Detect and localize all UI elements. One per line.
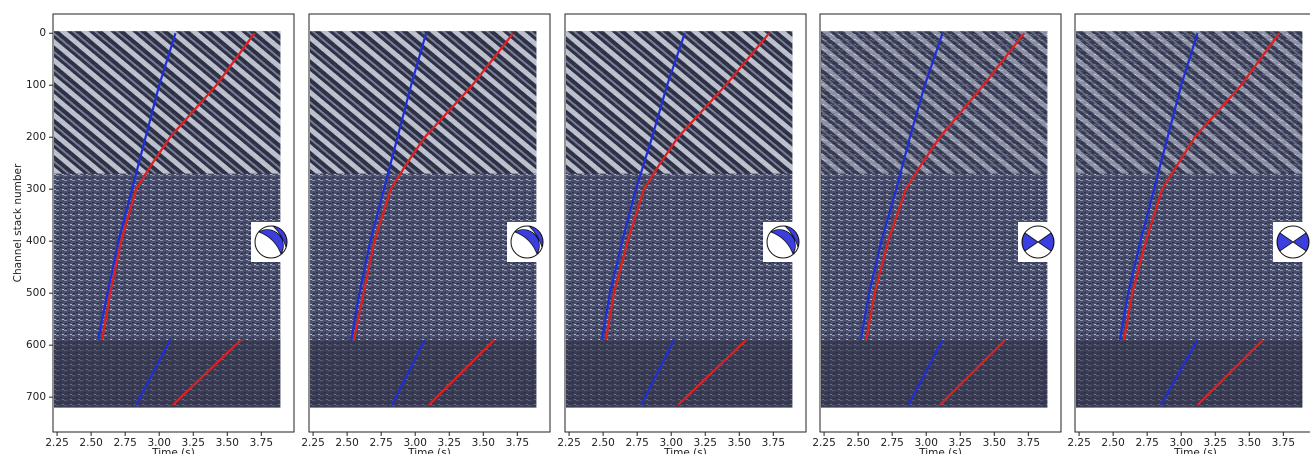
y-tick-label: 0 (39, 27, 46, 39)
x-tick-label: 3.00 (404, 437, 427, 449)
image-low (54, 339, 281, 408)
x-tick-label: 2.25 (812, 437, 835, 449)
image-top (1076, 31, 1303, 174)
y-axis-label: Channel stack number (12, 163, 24, 282)
x-tick-label: 2.25 (301, 437, 324, 449)
x-tick-label: 2.50 (79, 437, 102, 449)
x-tick-label: 2.75 (1135, 437, 1158, 449)
beachball-quadrant (1021, 232, 1055, 252)
x-tick-label: 3.00 (660, 437, 683, 449)
x-tick-label: 3.75 (506, 437, 529, 449)
arrival-curve (865, 32, 1026, 406)
arrival-curve (100, 32, 256, 406)
x-tick-label: 2.50 (335, 437, 358, 449)
y-tick-label: 200 (26, 131, 46, 143)
frame (52, 13, 295, 433)
frame (1074, 13, 1310, 433)
y-tick-label: 700 (26, 391, 46, 403)
x-tick-label: 2.50 (1101, 437, 1124, 449)
x-tick-label: 3.25 (949, 437, 972, 449)
x-tick-label: 3.50 (728, 437, 751, 449)
x-axis-label: Time (s) (407, 447, 451, 454)
x-tick-label: 2.25 (1067, 437, 1090, 449)
x-axis-label: Time (s) (1173, 447, 1217, 454)
image-low (1076, 339, 1303, 408)
arrival-curve (859, 32, 944, 406)
frame (564, 13, 807, 433)
beachball-quadrant (770, 225, 800, 255)
x-tick-label: 3.50 (216, 437, 239, 449)
y-tick-label: 100 (26, 79, 46, 91)
x-tick-label: 3.75 (1017, 437, 1040, 449)
image-low (566, 339, 793, 408)
beachball-quadrant (1276, 232, 1310, 252)
x-tick-label: 3.00 (148, 437, 171, 449)
arrival-curve (96, 32, 177, 406)
x-tick-label: 3.75 (1272, 437, 1295, 449)
panel: 2.25 2.50 2.75 3.00 3.25 3.50 3.75 Time (s) (1067, 13, 1310, 454)
x-tick-label: 3.00 (1170, 437, 1193, 449)
x-tick-label: 3.25 (182, 437, 205, 449)
x-tick-label: 3.75 (250, 437, 273, 449)
x-tick-label: 3.25 (1204, 437, 1227, 449)
x-tick-label: 2.25 (557, 437, 580, 449)
x-tick-label: 2.50 (846, 437, 869, 449)
x-tick-label: 3.00 (915, 437, 938, 449)
image-low (310, 339, 537, 408)
x-tick-label: 3.75 (762, 437, 785, 449)
x-axis-label: Time (s) (663, 447, 707, 454)
image-low (821, 339, 1048, 408)
image-top (566, 31, 793, 174)
panel: 2.25 2.50 2.75 3.00 3.25 3.50 3.75 Time (s) 0 100… (12, 13, 295, 454)
x-tick-label: 2.75 (880, 437, 903, 449)
panel: 2.25 2.50 2.75 3.00 3.25 3.50 3.75 Time (s) (557, 13, 807, 454)
image-top (54, 31, 281, 174)
frame (308, 13, 551, 433)
x-tick-label: 2.25 (45, 437, 68, 449)
x-axis-label: Time (s) (918, 447, 962, 454)
x-tick-label: 2.75 (113, 437, 136, 449)
beachball-quadrant (514, 225, 544, 255)
image-top (310, 31, 537, 174)
y-tick-label: 600 (26, 339, 46, 351)
x-tick-label: 3.25 (694, 437, 717, 449)
x-tick-label: 2.75 (369, 437, 392, 449)
x-axis-label: Time (s) (151, 447, 195, 454)
x-tick-label: 3.50 (1238, 437, 1261, 449)
x-tick-label: 3.25 (438, 437, 461, 449)
y-tick-label: 500 (26, 287, 46, 299)
y-tick-label: 300 (26, 183, 46, 195)
beachball-quadrant (258, 225, 288, 255)
arrival-curve (600, 32, 686, 406)
arrival-curve (1122, 32, 1281, 406)
y-tick-label: 400 (26, 235, 46, 247)
x-tick-label: 2.75 (625, 437, 648, 449)
x-tick-label: 3.50 (472, 437, 495, 449)
x-tick-label: 3.50 (983, 437, 1006, 449)
panel: 2.25 2.50 2.75 3.00 3.25 3.50 3.75 Time (s) (301, 13, 551, 454)
panel: 2.25 2.50 2.75 3.00 3.25 3.50 3.75 Time (s) (812, 13, 1062, 454)
x-tick-label: 2.50 (591, 437, 614, 449)
arrival-curve (604, 32, 771, 406)
arrival-curve (352, 32, 515, 406)
arrival-curve (1118, 32, 1199, 406)
frame (819, 13, 1062, 433)
arrival-curve (350, 32, 428, 406)
image-top (821, 31, 1048, 174)
